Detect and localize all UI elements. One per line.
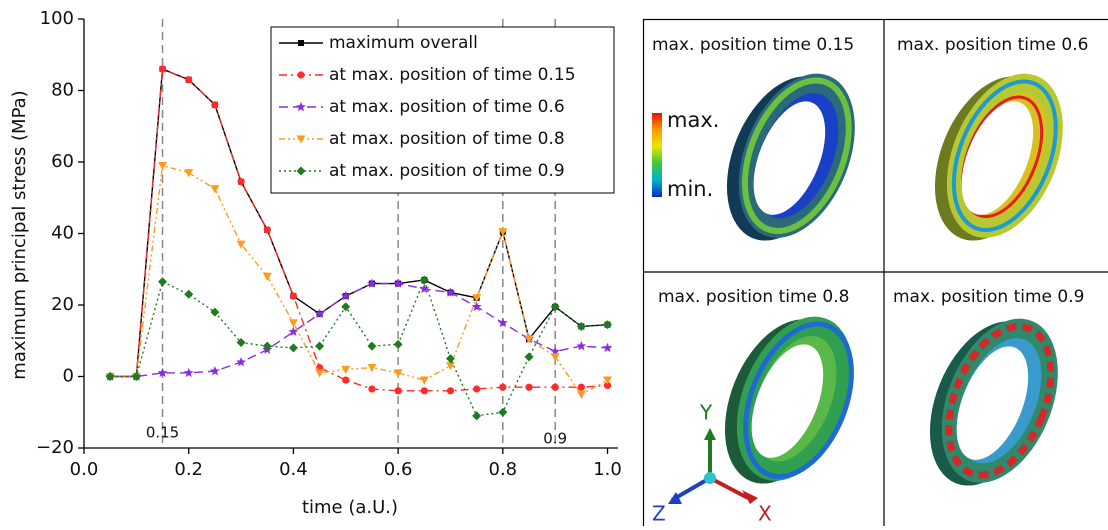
marker	[421, 387, 428, 394]
marker	[472, 411, 481, 420]
annotation: 0.9	[543, 430, 567, 448]
marker	[603, 320, 612, 329]
colorbar-min: min.	[667, 177, 713, 201]
marker	[603, 376, 612, 384]
y-tick-label: 40	[51, 223, 74, 244]
x-axis-label: time (a.U.)	[302, 497, 398, 518]
series-line	[110, 280, 607, 416]
y-tick-label: 60	[51, 151, 74, 172]
marker	[211, 101, 218, 108]
legend-label: at max. position of time 0.15	[329, 65, 576, 85]
colorbar	[652, 113, 662, 197]
marker	[184, 169, 193, 177]
marker	[290, 292, 297, 299]
annotation: 0.15	[146, 424, 179, 442]
marker	[367, 342, 376, 351]
marker	[236, 357, 246, 366]
marker	[577, 391, 586, 399]
panel-title: max. position time 0.9	[893, 287, 1084, 307]
series-line	[110, 284, 607, 377]
x-tick-label: 0.4	[279, 459, 308, 480]
marker	[210, 185, 219, 193]
marker	[368, 385, 375, 392]
x-tick-label: 0.2	[174, 459, 203, 480]
marker	[551, 353, 560, 361]
series-line	[110, 166, 607, 395]
triad-y: Y	[699, 401, 713, 425]
marker	[315, 342, 324, 351]
triad-x: X	[758, 502, 772, 526]
ring-image	[908, 298, 1081, 507]
marker	[446, 354, 455, 363]
marker	[289, 343, 298, 352]
panel-title: max. position time 0.15	[652, 35, 854, 55]
marker	[158, 162, 167, 170]
y-tick-label: 80	[51, 80, 74, 101]
legend-label: at max. position of time 0.6	[329, 97, 565, 117]
triad-z: Z	[652, 502, 666, 526]
marker	[552, 384, 559, 391]
marker	[237, 178, 244, 185]
y-axis-label: maximum principal stress (MPa)	[9, 90, 30, 379]
y-tick-label: 0	[63, 366, 74, 387]
marker	[184, 290, 193, 299]
marker	[498, 228, 507, 236]
x-tick-label: 1.0	[593, 459, 622, 480]
legend-label: at max. position of time 0.9	[329, 161, 565, 181]
marker	[185, 76, 192, 83]
marker	[210, 308, 219, 317]
colorbar-max: max.	[667, 108, 719, 132]
legend-marker	[298, 40, 304, 46]
x-tick-label: 0.0	[70, 459, 99, 480]
marker	[264, 226, 271, 233]
marker	[367, 364, 376, 372]
marker	[210, 366, 220, 375]
legend-marker	[297, 71, 304, 78]
marker	[525, 352, 534, 361]
marker	[420, 275, 429, 284]
marker	[499, 384, 506, 391]
x-tick-label: 0.6	[384, 459, 413, 480]
marker	[603, 343, 613, 352]
x-tick-label: 0.8	[489, 459, 518, 480]
marker	[576, 341, 586, 350]
marker	[525, 384, 532, 391]
marker	[289, 319, 298, 327]
marker	[498, 408, 507, 417]
marker	[184, 368, 194, 377]
marker	[263, 273, 272, 281]
marker	[395, 387, 402, 394]
ring-image	[703, 296, 876, 505]
panel-title: max. position time 0.6	[897, 35, 1088, 55]
marker	[525, 335, 534, 343]
y-tick-label: 100	[40, 8, 74, 29]
marker	[447, 387, 454, 394]
marker	[472, 294, 481, 302]
marker	[420, 376, 429, 384]
marker	[473, 385, 480, 392]
figure: time (a.U.) maximum principal stress (MP…	[0, 0, 1108, 526]
marker	[341, 302, 350, 311]
marker	[315, 369, 324, 377]
marker	[342, 376, 349, 383]
ring-image	[913, 53, 1086, 262]
marker	[394, 340, 403, 349]
marker	[158, 277, 167, 286]
panel-title: max. position time 0.8	[658, 287, 849, 307]
legend-label: maximum overall	[329, 33, 478, 53]
y-tick-label: 20	[51, 294, 74, 315]
legend-label: at max. position of time 0.8	[329, 129, 565, 149]
y-tick-label: −20	[36, 437, 74, 458]
ring-image	[705, 53, 878, 262]
marker	[159, 65, 166, 72]
